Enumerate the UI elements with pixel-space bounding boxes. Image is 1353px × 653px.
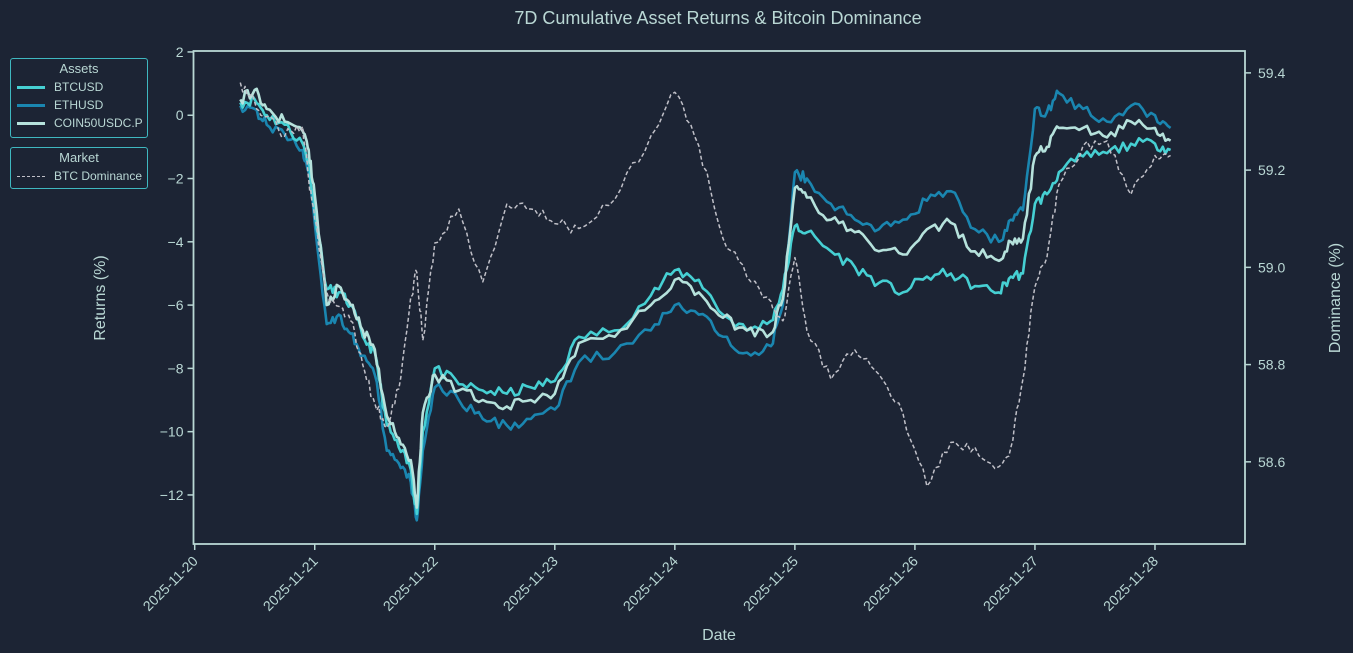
y-right-tick-label: 59.0 [1258, 259, 1285, 275]
y-right-tick-label: 59.4 [1258, 65, 1285, 81]
legend-entry-btcusd: BTCUSD [15, 78, 143, 96]
legend-entry-btc-dominance: BTC Dominance [15, 167, 143, 185]
y-left-tick-label: −6 [168, 297, 184, 313]
y-left-tick-label: −12 [160, 487, 184, 503]
legend-label-btc-dominance: BTC Dominance [54, 169, 143, 183]
legend-label-btcusd: BTCUSD [54, 80, 104, 94]
legend-market-title: Market [59, 150, 99, 165]
y-axis-left-label: Returns (%) [92, 255, 109, 340]
y-left-tick-label: −10 [160, 424, 184, 440]
y-left-tick-label: 0 [176, 107, 184, 123]
legend-swatch-coin50 [17, 121, 45, 125]
y-axis-right: 59.4 59.2 59.0 58.8 58.6 [1245, 65, 1285, 470]
series-line-ethusd [239, 89, 1172, 522]
y-right-tick-label: 59.2 [1258, 162, 1285, 178]
legend-entry-coin50: COIN50USDC.P [15, 114, 143, 132]
legend-swatch-ethusd [17, 103, 45, 107]
series-line-btc-dominance [239, 82, 1171, 487]
legend-label-coin50: COIN50USDC.P [54, 116, 143, 130]
series-line-btcusd [239, 94, 1172, 516]
legend-assets: Assets BTCUSD ETHUSD COIN50USDC.P [10, 58, 148, 138]
legend-market: Market BTC Dominance [10, 147, 148, 189]
plot-frame [192, 50, 1246, 545]
y-axis-right-label: Dominance (%) [1327, 243, 1344, 353]
legend-entry-ethusd: ETHUSD [15, 96, 143, 114]
series-line-coin50usdc-p [239, 87, 1172, 509]
y-right-tick-label: 58.6 [1258, 454, 1285, 470]
legend-swatch-btcusd [17, 85, 45, 89]
y-axis-left: 2 0 −2 −4 −6 −8 −10 −12 [160, 44, 194, 503]
y-left-tick-label: −4 [168, 234, 184, 250]
legend-swatch-btc-dominance [17, 175, 45, 177]
x-axis-label: Date [702, 627, 736, 644]
y-left-tick-label: 2 [176, 44, 184, 60]
legend-label-ethusd: ETHUSD [54, 98, 104, 112]
y-left-tick-label: −8 [168, 360, 184, 376]
y-left-tick-label: −2 [168, 171, 184, 187]
legend-assets-title: Assets [59, 61, 99, 76]
y-right-tick-label: 58.8 [1258, 357, 1285, 373]
series-layer [239, 82, 1172, 522]
chart-title: 7D Cumulative Asset Returns & Bitcoin Do… [514, 8, 921, 28]
